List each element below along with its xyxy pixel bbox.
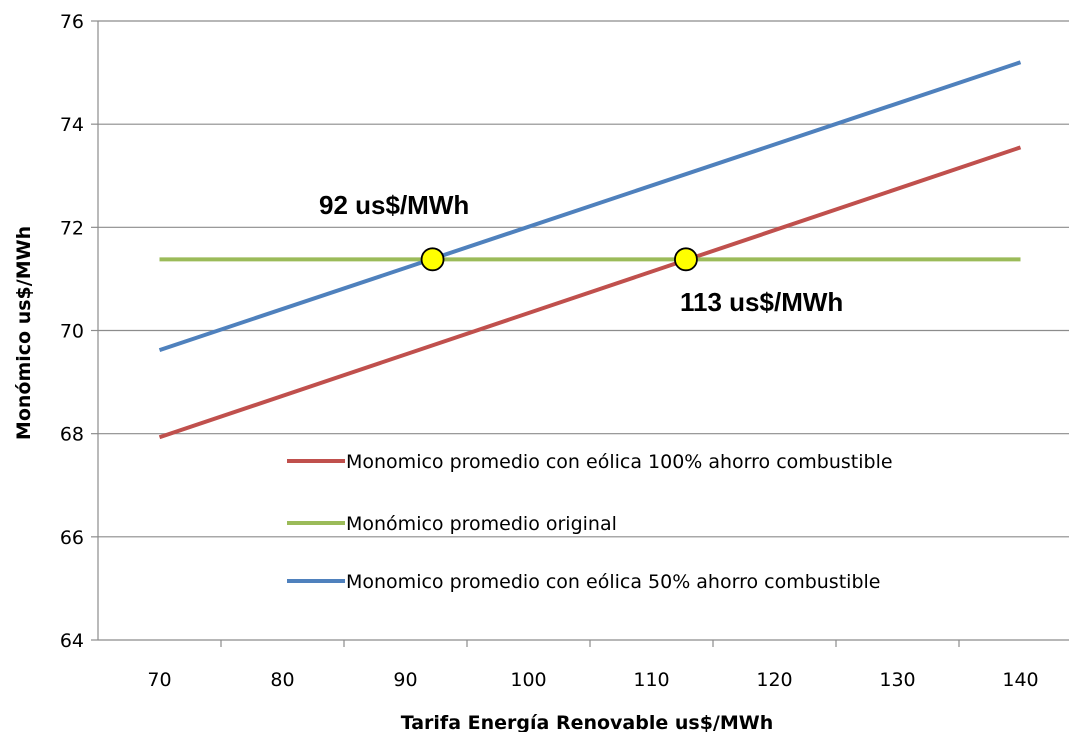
x-tick-label: 130 [879,669,915,691]
annotation-label-113: 113 us$/MWh [680,287,843,317]
y-tick-label: 70 [60,321,84,343]
intersection-marker-2 [674,247,698,272]
intersection-marker-1 [420,247,445,272]
legend: Monomico promedio con eólica 100% ahorro… [287,451,893,593]
x-tick-label: 90 [393,669,417,691]
x-tick-label: 140 [1002,669,1038,691]
x-tick-label: 110 [633,669,669,691]
x-tick-label: 80 [270,669,294,691]
tick-labels: 64 66 68 70 72 74 76 70 80 90 100 110 120 130 140 [60,11,1039,691]
series-lines [158,60,1022,440]
series-line-3 [158,60,1022,352]
y-tick-label: 64 [60,630,84,652]
y-tick-label: 66 [60,527,84,549]
legend-label: Monomico promedio con eólica 50% ahorro … [346,571,880,593]
y-tick-label: 74 [60,114,84,136]
x-tick-label: 100 [510,669,546,691]
axes [91,20,1069,647]
legend-label: Monómico promedio original [346,513,617,535]
x-tick-label: 120 [756,669,792,691]
x-axis-title: Tarifa Energía Renovable us$/MWh [401,712,774,732]
intersection-markers [420,247,698,272]
x-tick-label: 70 [147,669,171,691]
y-tick-label: 72 [60,217,84,239]
series-line-1 [158,145,1022,440]
y-axis-title: Monómico us$/MWh [13,226,35,440]
y-tick-label: 76 [60,11,84,33]
y-tick-label: 68 [60,424,84,446]
legend-label: Monomico promedio con eólica 100% ahorro… [346,451,893,473]
gridlines [98,20,1069,538]
annotation-label-92: 92 us$/MWh [319,190,469,220]
